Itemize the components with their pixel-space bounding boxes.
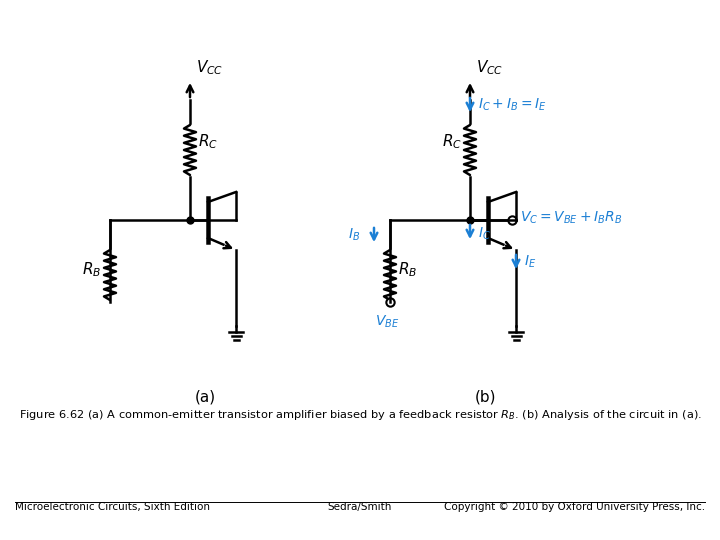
Text: $I_C$: $I_C$ [478, 226, 491, 242]
Text: Figure 6.62 (a) A common-emitter transistor amplifier biased by a feedback resis: Figure 6.62 (a) A common-emitter transis… [19, 408, 701, 422]
Text: $R_C$: $R_C$ [442, 133, 462, 151]
Text: $I_B$: $I_B$ [348, 227, 360, 243]
Text: (a): (a) [194, 390, 215, 405]
Text: Sedra/Smith: Sedra/Smith [328, 502, 392, 512]
Text: $I_E$: $I_E$ [524, 254, 536, 270]
Text: $R_B$: $R_B$ [82, 261, 102, 279]
Text: $V_{CC}$: $V_{CC}$ [196, 58, 223, 77]
Text: (b): (b) [474, 390, 496, 405]
Text: $V_{CC}$: $V_{CC}$ [476, 58, 503, 77]
Text: $R_B$: $R_B$ [398, 261, 417, 279]
Text: Copyright © 2010 by Oxford University Press, Inc.: Copyright © 2010 by Oxford University Pr… [444, 502, 705, 512]
Text: $V_{BE}$: $V_{BE}$ [375, 314, 399, 330]
Text: $V_C = V_{BE} + I_B R_B$: $V_C = V_{BE} + I_B R_B$ [520, 210, 622, 226]
Text: Microelectronic Circuits, Sixth Edition: Microelectronic Circuits, Sixth Edition [15, 502, 210, 512]
Text: $I_C + I_B = I_E$: $I_C + I_B = I_E$ [478, 97, 546, 113]
Text: $R_C$: $R_C$ [198, 133, 218, 151]
